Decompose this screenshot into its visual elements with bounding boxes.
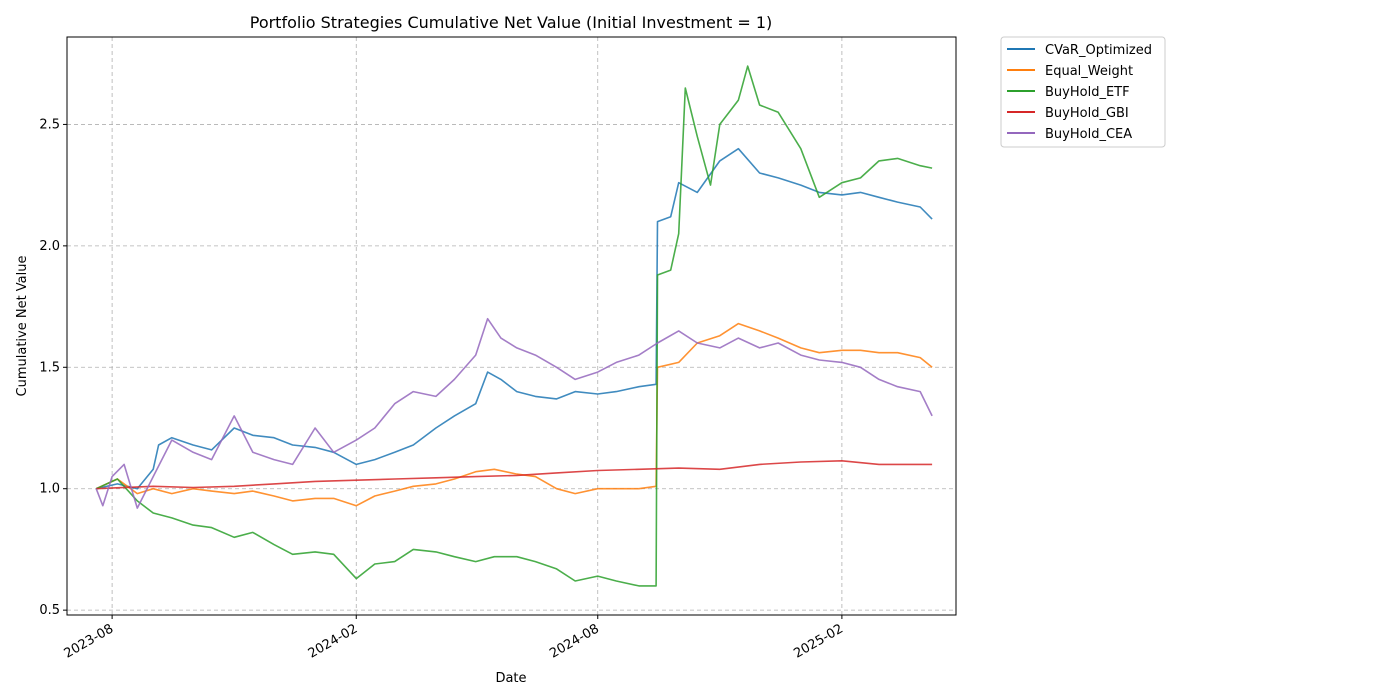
series-line-cvar-optimized [96, 147, 933, 490]
chart-title: Portfolio Strategies Cumulative Net Valu… [250, 13, 773, 32]
series-line-buyhold-cea [95, 317, 933, 509]
y-tick-label: 1.5 [39, 360, 60, 375]
x-tick-label: 2024-02 [306, 621, 361, 661]
y-tick-label: 2.0 [39, 239, 60, 254]
x-tick-label: 2023-08 [62, 621, 117, 661]
series-line-buyhold-etf [95, 65, 933, 587]
legend-label: BuyHold_ETF [1045, 85, 1130, 100]
legend-label: BuyHold_GBI [1045, 106, 1129, 121]
grid-layer [67, 37, 956, 615]
legend-label: BuyHold_CEA [1045, 127, 1132, 142]
legend-label: CVaR_Optimized [1045, 43, 1152, 58]
y-axis-title: Cumulative Net Value [15, 256, 30, 397]
series-layer [95, 65, 933, 587]
series-line-buyhold-gbi [96, 459, 933, 490]
plot-frame [66, 36, 957, 616]
y-tick-label: 1.0 [39, 482, 60, 497]
legend-frame [1000, 36, 1166, 148]
x-tick-label: 2025-02 [791, 621, 846, 661]
legend-label: Equal_Weight [1045, 64, 1133, 79]
y-tick-label: 0.5 [39, 603, 60, 618]
x-tick-label: 2024-08 [547, 621, 602, 661]
legend: CVaR_Optimized Equal_Weight BuyHold_ETF Buy… [1000, 36, 1166, 148]
series-line-equal-weight [95, 322, 933, 507]
y-tick-label: 2.5 [39, 117, 60, 132]
x-axis-title: Date [495, 671, 526, 686]
